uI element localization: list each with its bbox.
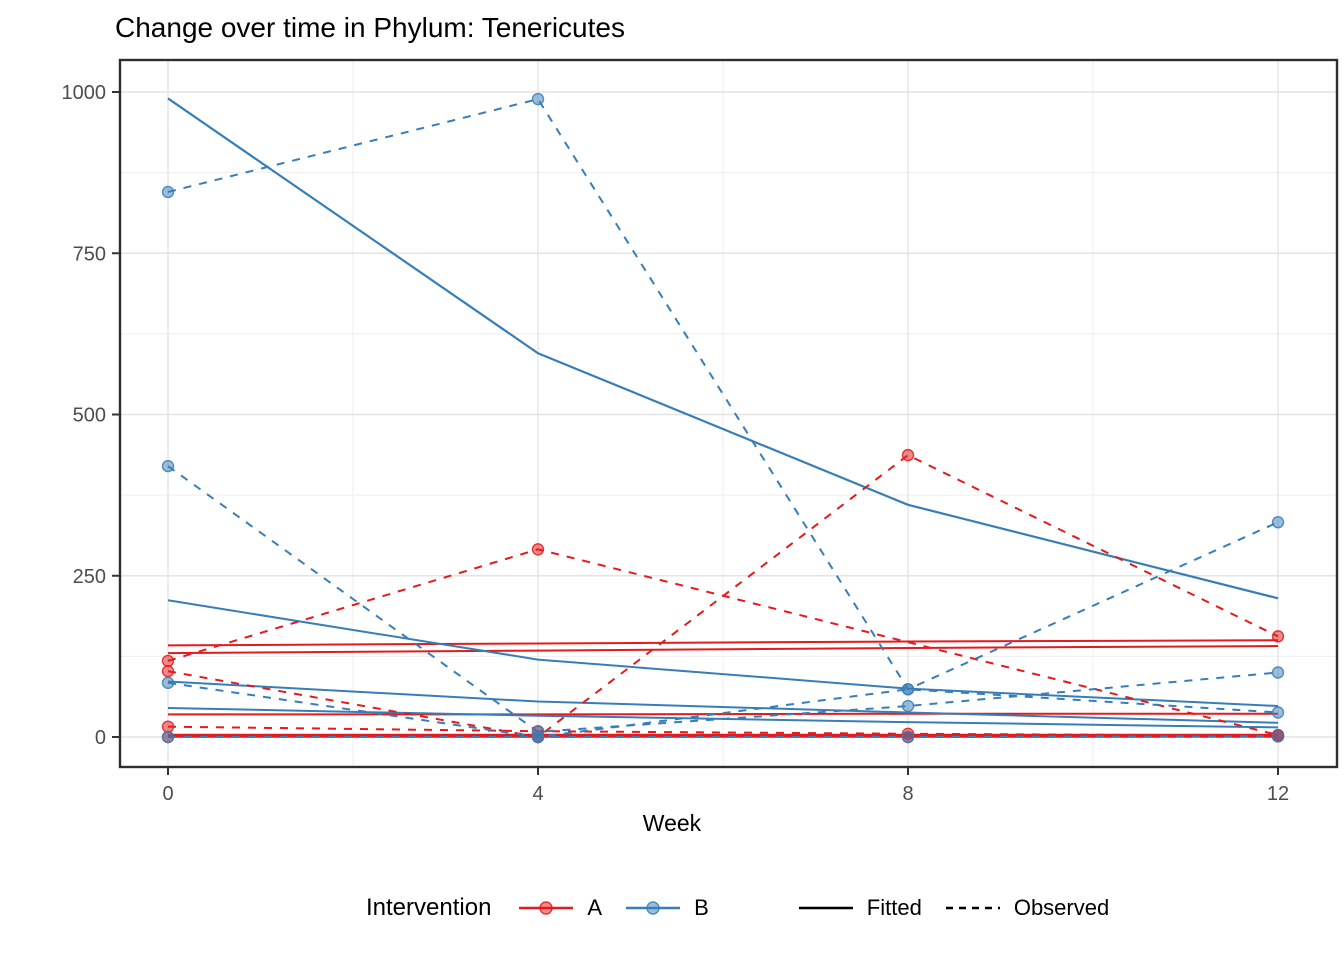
data-point-B-observed-1-w0 [161,185,175,199]
data-point-A-observed-3-w0 [161,720,175,733]
series-line-B-fitted-2 [167,599,1279,708]
legend-group-label: B [694,895,709,920]
legend-key-line-point [519,901,574,915]
legend-item-linetype-fitted: Fitted [797,895,922,921]
legend-item-group-B: B [624,895,709,921]
data-point-B-observed-1-w12 [1271,516,1285,529]
legend-key-solid-line [798,906,853,910]
data-point-B-observed-4-w12 [1271,730,1285,743]
panel-background [120,60,1337,767]
data-point-B-observed-3-w0 [161,676,175,690]
data-point-A-observed-1-w12 [1271,630,1285,643]
data-point-B-observed-2-w0 [161,459,175,473]
x-tick-label: 12 [1267,783,1289,805]
series-line-B-observed-1 [167,98,1279,691]
series-line-A-fitted-1 [167,639,1279,647]
series-line-B-fitted-1 [167,97,1279,600]
data-point-B-observed-2-w8 [901,699,915,713]
series-line-A-fitted-2 [167,645,1279,655]
data-point-B-observed-4-w8 [901,730,915,744]
series-line-B-fitted-3 [167,680,1279,724]
chart-title: Change over time in Phylum: Tenericutes [115,12,625,43]
x-tick-label: 4 [532,783,543,805]
legend-linetype-label: Fitted [866,895,922,920]
data-point-A-observed-1-w0 [161,665,175,678]
x-tick-label: 8 [902,783,913,805]
legend-group-label: A [587,895,603,920]
series-line-B-observed-2 [167,465,1279,733]
data-point-B-observed-3-w8 [901,683,915,696]
data-point-A-observed-2-w4 [531,543,545,556]
legend-linetype-label: Observed [1013,895,1110,920]
data-point-B-observed-4-w0 [161,730,175,744]
legend-item-linetype-observed: Observed [944,895,1109,921]
y-tick-label: 500 [73,405,106,427]
legend-item-group-A: A [517,895,602,921]
data-point-A-observed-1-w8 [901,448,915,462]
series-line-B-observed-3 [167,681,1279,738]
data-point-B-observed-1-w4 [531,92,545,106]
legend-key-dashed-line [945,906,1000,910]
y-tick-label: 0 [95,727,106,749]
y-tick-label: 250 [73,566,106,588]
legend: Intervention A B Fitted Observed [366,888,1109,928]
data-point-B-observed-2-w12 [1271,666,1285,679]
data-point-B-observed-3-w12 [1271,706,1285,719]
x-axis-title: Week [642,810,702,836]
legend-title: Intervention [366,894,492,921]
x-tick-label: 0 [162,783,173,805]
legend-key-line-point [626,901,681,915]
data-point-A-observed-2-w0 [161,654,175,668]
y-tick-label: 750 [73,243,106,265]
data-point-B-observed-4-w4 [531,730,545,744]
y-tick-label: 1000 [62,82,107,104]
